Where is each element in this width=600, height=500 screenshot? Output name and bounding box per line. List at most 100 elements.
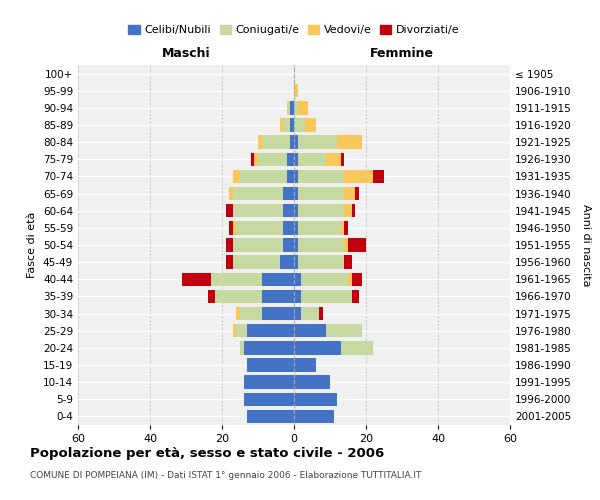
Legend: Celibi/Nubili, Coniugati/e, Vedovi/e, Divorziati/e: Celibi/Nubili, Coniugati/e, Vedovi/e, Di…: [124, 20, 464, 40]
Bar: [294, 256, 298, 269]
Bar: [294, 341, 341, 354]
Bar: [337, 136, 362, 149]
Bar: [352, 272, 362, 286]
Bar: [294, 307, 301, 320]
Bar: [294, 358, 316, 372]
Bar: [298, 238, 344, 252]
Bar: [240, 307, 262, 320]
Text: Femmine: Femmine: [370, 47, 434, 60]
Bar: [283, 118, 290, 132]
Bar: [247, 324, 294, 338]
Bar: [294, 187, 298, 200]
Bar: [226, 256, 233, 269]
Bar: [344, 187, 355, 200]
Bar: [229, 187, 233, 200]
Bar: [236, 307, 240, 320]
Bar: [258, 152, 287, 166]
Bar: [301, 307, 319, 320]
Bar: [348, 272, 352, 286]
Bar: [326, 152, 341, 166]
Y-axis label: Anni di nascita: Anni di nascita: [581, 204, 591, 286]
Bar: [298, 101, 308, 114]
Bar: [247, 358, 294, 372]
Bar: [233, 170, 240, 183]
Bar: [294, 152, 298, 166]
Bar: [290, 101, 294, 114]
Bar: [301, 272, 348, 286]
Bar: [262, 290, 294, 303]
Bar: [244, 341, 294, 354]
Bar: [244, 376, 294, 389]
Bar: [294, 101, 298, 114]
Bar: [352, 290, 359, 303]
Bar: [236, 221, 283, 234]
Bar: [294, 238, 298, 252]
Bar: [240, 341, 244, 354]
Bar: [344, 204, 352, 218]
Bar: [233, 256, 280, 269]
Bar: [226, 238, 233, 252]
Bar: [280, 256, 294, 269]
Bar: [341, 221, 344, 234]
Bar: [262, 307, 294, 320]
Bar: [344, 221, 348, 234]
Text: Maschi: Maschi: [161, 47, 211, 60]
Bar: [287, 152, 294, 166]
Bar: [233, 187, 283, 200]
Bar: [344, 170, 373, 183]
Bar: [287, 170, 294, 183]
Bar: [294, 376, 330, 389]
Bar: [298, 204, 344, 218]
Bar: [283, 238, 294, 252]
Bar: [298, 136, 337, 149]
Bar: [215, 290, 262, 303]
Bar: [233, 324, 236, 338]
Bar: [233, 221, 236, 234]
Bar: [262, 272, 294, 286]
Bar: [344, 238, 348, 252]
Bar: [287, 101, 290, 114]
Bar: [326, 324, 362, 338]
Bar: [294, 221, 298, 234]
Bar: [305, 118, 316, 132]
Bar: [262, 136, 290, 149]
Bar: [211, 272, 262, 286]
Y-axis label: Fasce di età: Fasce di età: [28, 212, 37, 278]
Bar: [294, 290, 301, 303]
Bar: [294, 204, 298, 218]
Bar: [355, 187, 359, 200]
Bar: [301, 290, 352, 303]
Bar: [294, 410, 334, 423]
Bar: [341, 341, 373, 354]
Bar: [298, 152, 326, 166]
Text: Popolazione per età, sesso e stato civile - 2006: Popolazione per età, sesso e stato civil…: [30, 448, 384, 460]
Bar: [294, 118, 305, 132]
Bar: [319, 307, 323, 320]
Bar: [294, 392, 337, 406]
Bar: [294, 170, 298, 183]
Bar: [244, 392, 294, 406]
Bar: [298, 187, 344, 200]
Bar: [283, 221, 294, 234]
Bar: [373, 170, 384, 183]
Bar: [298, 170, 344, 183]
Bar: [298, 256, 344, 269]
Bar: [251, 152, 254, 166]
Bar: [236, 324, 247, 338]
Bar: [341, 152, 344, 166]
Bar: [294, 136, 298, 149]
Bar: [229, 221, 233, 234]
Bar: [294, 324, 326, 338]
Bar: [283, 204, 294, 218]
Bar: [226, 204, 233, 218]
Bar: [240, 170, 287, 183]
Bar: [290, 136, 294, 149]
Bar: [352, 204, 355, 218]
Bar: [294, 84, 298, 98]
Bar: [233, 204, 283, 218]
Bar: [294, 272, 301, 286]
Bar: [182, 272, 211, 286]
Bar: [348, 238, 366, 252]
Bar: [208, 290, 215, 303]
Bar: [258, 136, 262, 149]
